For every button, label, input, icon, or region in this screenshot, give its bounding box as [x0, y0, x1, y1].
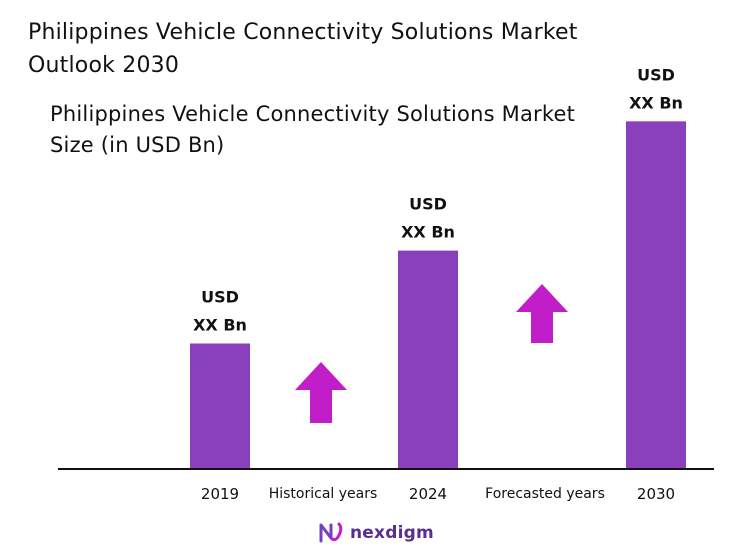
x-tick-label: 2024 — [409, 485, 447, 503]
chart-title: Philippines Vehicle Connectivity Solutio… — [50, 102, 576, 157]
bar-value-label-line2: XX Bn — [629, 93, 683, 112]
page-title: Philippines Vehicle Connectivity Solutio… — [28, 20, 578, 78]
bar-value-label-line2: XX Bn — [193, 315, 247, 334]
up-arrow-icon — [516, 284, 568, 343]
bars-layer — [190, 121, 686, 470]
bar-2024 — [398, 250, 458, 469]
bar-2019 — [190, 343, 250, 469]
bar-2030 — [626, 121, 686, 470]
bar-value-label-line1: USD — [201, 287, 239, 306]
x-tick-label: 2030 — [637, 485, 675, 503]
period-label: Historical years — [269, 486, 378, 502]
bar-value-label-line1: USD — [409, 195, 447, 214]
nexdigm-icon — [319, 522, 343, 543]
arrows-layer — [295, 284, 568, 423]
x-tick-label: 2019 — [201, 485, 239, 503]
bar-value-label-line1: USD — [637, 65, 675, 84]
period-label: Forecasted years — [485, 486, 605, 502]
up-arrow-icon — [295, 362, 347, 423]
bar-value-label-line2: XX Bn — [401, 223, 455, 242]
nexdigm-logo: nexdigm — [318, 520, 434, 546]
logo-text: nexdigm — [350, 523, 434, 543]
labels-layer: USD XX Bn 2019 USD XX Bn 2024 USD XX Bn 2030 Hist… — [193, 65, 683, 503]
